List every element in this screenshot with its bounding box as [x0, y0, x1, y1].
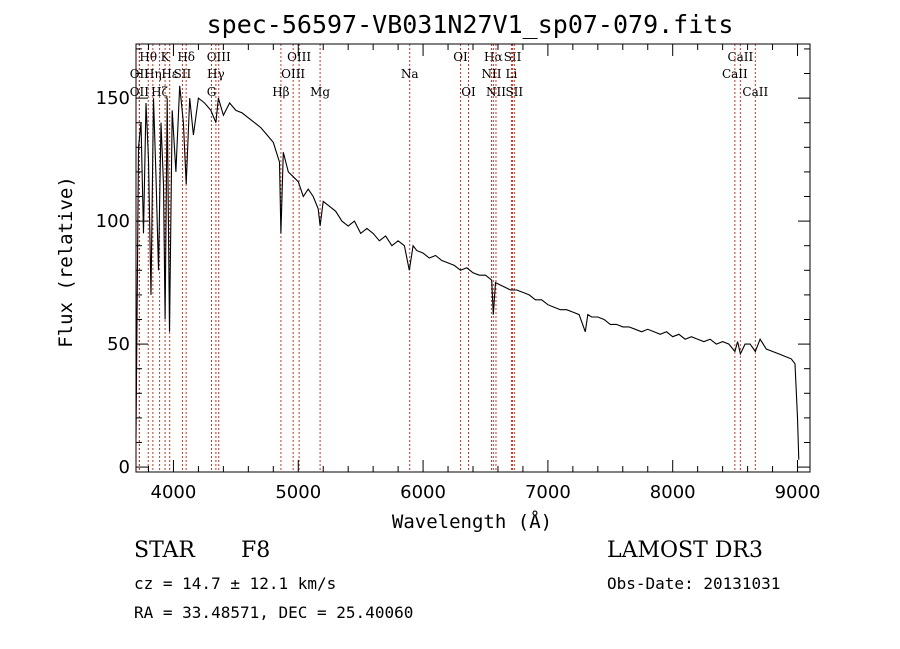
axes-layer: 4000 5000 6000 7000 8000 9000 0 50 100 150: [96, 43, 821, 503]
redshift-velocity: cz = 14.7 ± 12.1 km/s: [134, 574, 337, 593]
spectral-line-label: Li: [506, 67, 518, 81]
spectral-line-label: CaII: [742, 85, 768, 99]
y-tick-label: 0: [119, 457, 130, 478]
spectral-line-label: NII: [486, 85, 506, 99]
spectral-line-label: OIII: [287, 50, 311, 64]
spectral-line-label: SII: [504, 50, 522, 64]
spectral-line-label: OI: [461, 85, 476, 99]
spectral-line-label: SII: [174, 67, 192, 81]
y-tick-label: 150: [96, 88, 130, 109]
spectral-line-label: Hη: [144, 67, 162, 81]
survey-name: LAMOST DR3: [607, 538, 763, 563]
spectral-line-label: Hδ: [177, 50, 195, 64]
chart-title: spec-56597-VB031N27V1_sp07-079.fits: [207, 10, 734, 39]
x-tick-label: 9000: [775, 482, 821, 503]
x-tick-label: 7000: [525, 482, 571, 503]
spectral-line-label: SII: [505, 85, 523, 99]
x-tick-label: 5000: [275, 482, 321, 503]
spectral-line-label: NII: [481, 67, 501, 81]
y-tick-label: 50: [107, 334, 130, 355]
spectral-line-label: CaII: [727, 50, 753, 64]
y-axis-label: Flux (relative): [55, 176, 77, 348]
x-tick-label: 8000: [650, 482, 696, 503]
spectral-line-label: Hβ: [272, 85, 289, 99]
spectral-line-label: Hθ: [139, 50, 157, 64]
observation-date: Obs-Date: 20131031: [607, 574, 781, 593]
spectral-line-label: OIII: [207, 50, 231, 64]
series-layer: [135, 85, 800, 460]
spectral-line-label: K: [161, 50, 171, 64]
spectral-line-label: Hε: [161, 67, 178, 81]
x-tick-label: 4000: [151, 482, 197, 503]
coordinates: RA = 33.48571, DEC = 25.40060: [134, 603, 414, 622]
y-tick-label: 100: [96, 211, 130, 232]
spectral-line-label: G: [207, 85, 217, 99]
spectral-lines-layer: HθHηOIIOIIHζKHεSIIHδOIIIHγGOIIIOIIIHβMgN…: [130, 44, 768, 472]
spectrum-line: [135, 85, 800, 460]
spectral-line-label: OI: [453, 50, 468, 64]
spectral-line-label: OII: [130, 85, 150, 99]
spectral-line-label: Mg: [310, 85, 330, 99]
spectral-line-label: Hα: [484, 50, 503, 64]
spectral-line-label: Hζ: [151, 85, 168, 99]
x-tick-label: 6000: [400, 482, 446, 503]
x-axis-label: Wavelength (Å): [392, 510, 552, 533]
plot-frame: [135, 43, 811, 473]
spectral-line-label: CaII: [722, 67, 748, 81]
object-subclass: F8: [241, 538, 271, 563]
object-class: STAR: [134, 538, 195, 563]
spectral-line-label: Hγ: [207, 67, 225, 81]
spectral-line-label: Na: [401, 67, 419, 81]
spectral-line-label: OIII: [281, 67, 305, 81]
